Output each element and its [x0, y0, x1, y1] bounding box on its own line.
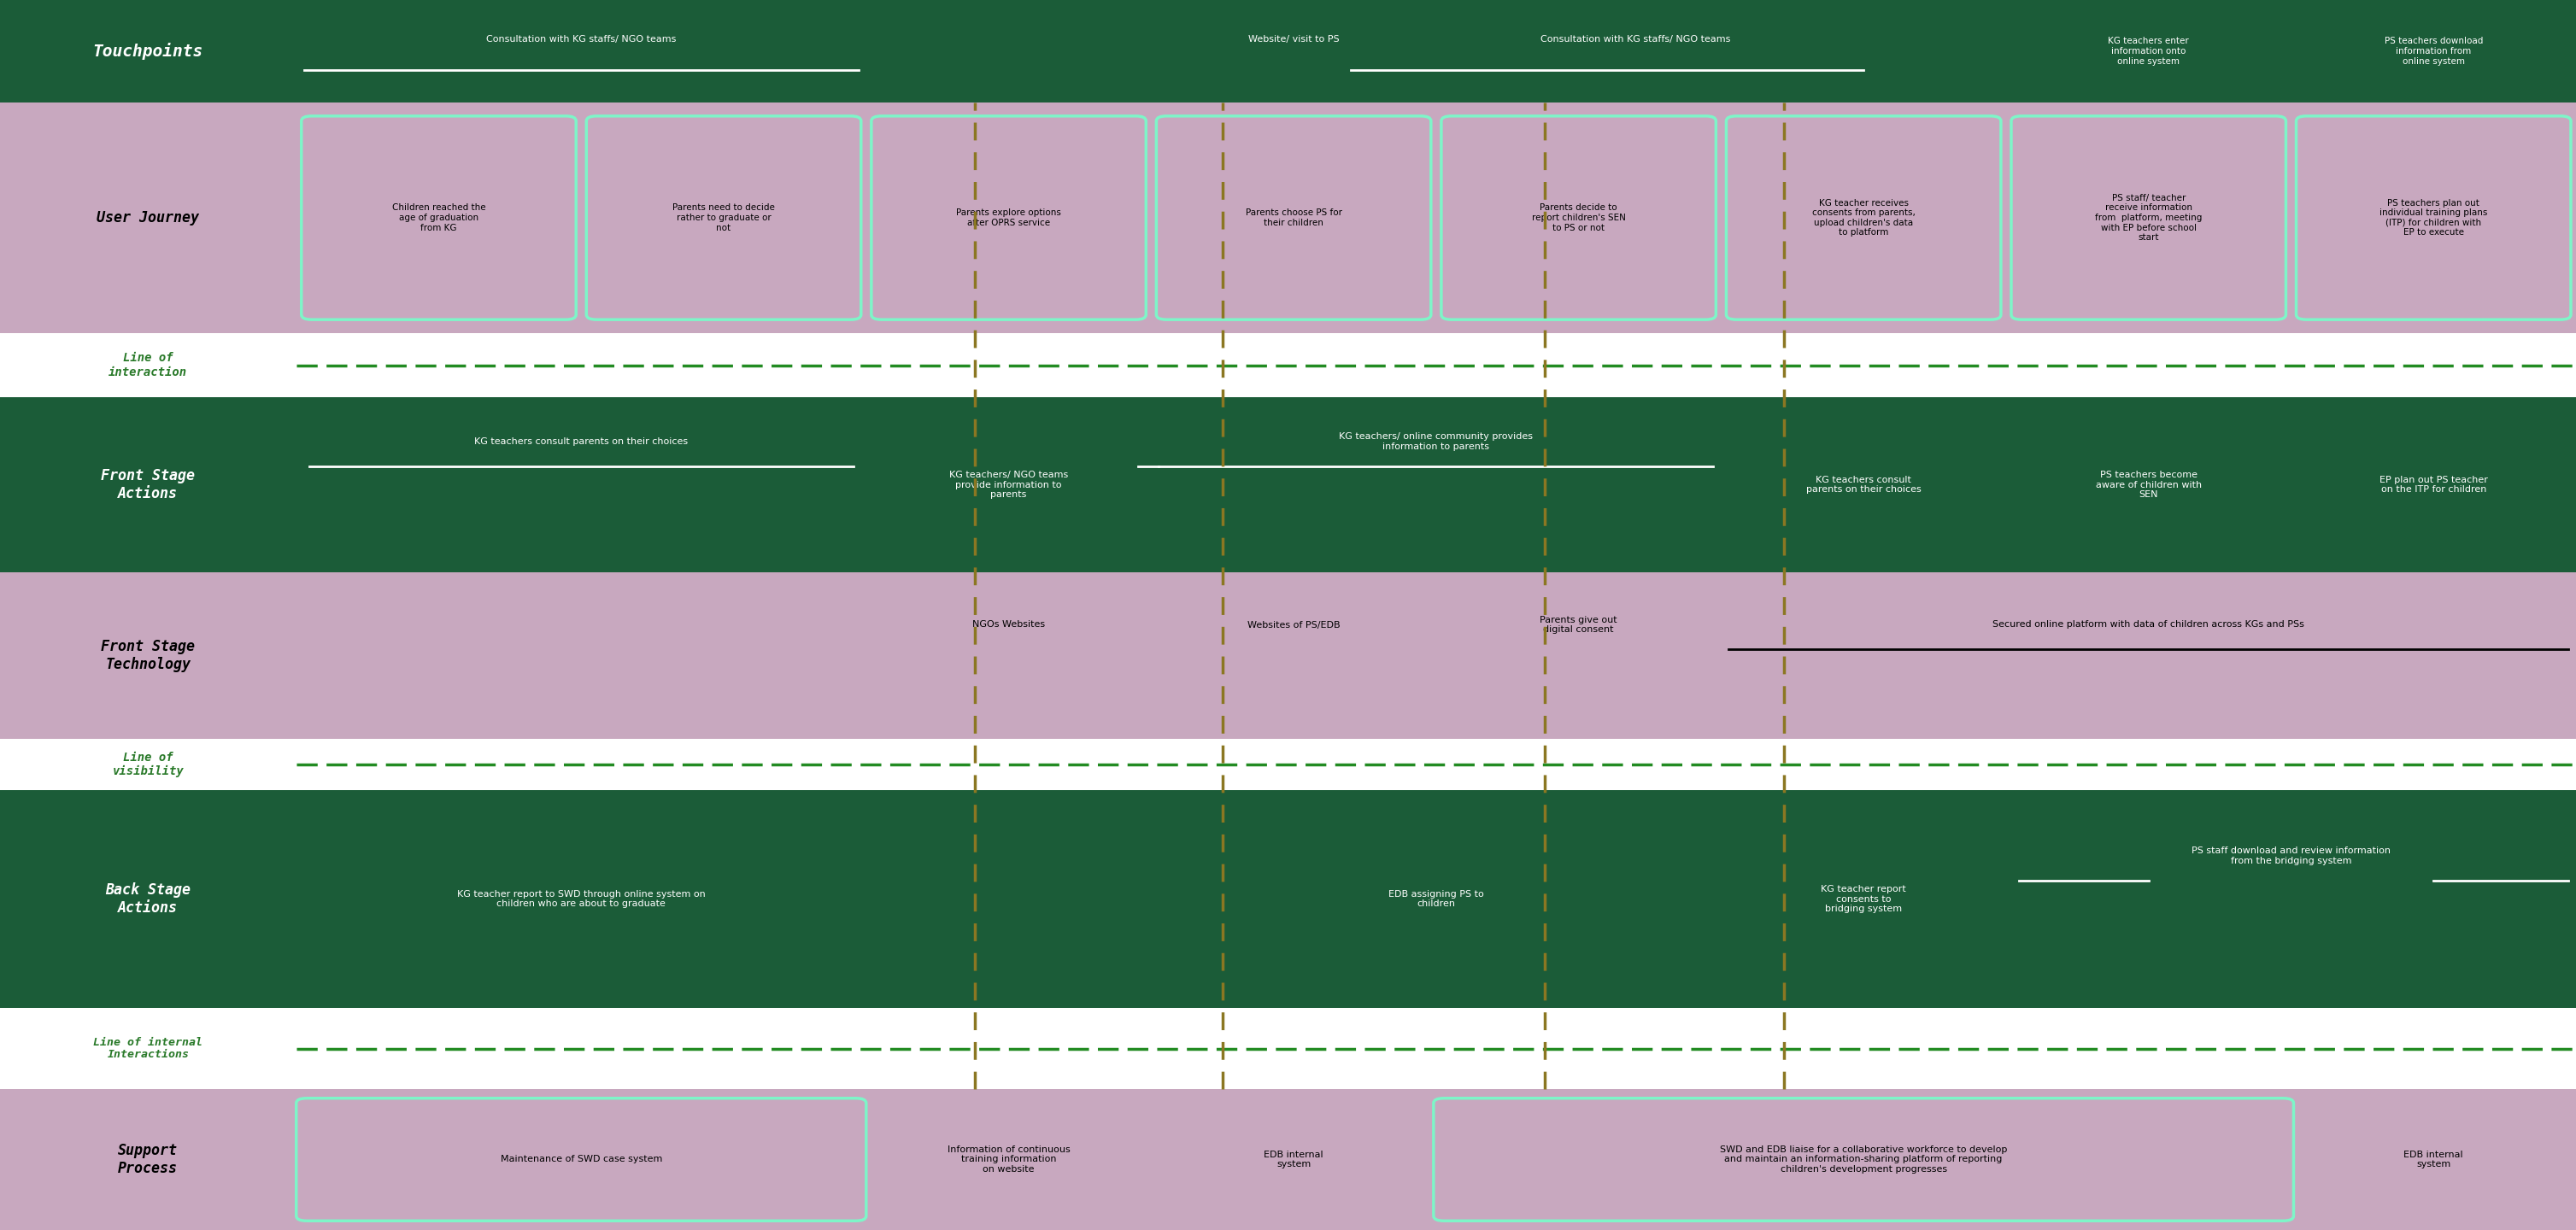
Text: Front Stage
Technology: Front Stage Technology — [100, 640, 196, 672]
Text: KG teacher receives
consents from parents,
upload children's data
to platform: KG teacher receives consents from parent… — [1811, 199, 1914, 237]
FancyBboxPatch shape — [1443, 116, 1716, 320]
Text: KG teachers consult parents on their choices: KG teachers consult parents on their cho… — [474, 438, 688, 446]
Text: Touchpoints: Touchpoints — [93, 43, 204, 60]
Text: Line of internal
Interactions: Line of internal Interactions — [93, 1037, 204, 1060]
FancyBboxPatch shape — [1157, 116, 1432, 320]
Text: Consultation with KG staffs/ NGO teams: Consultation with KG staffs/ NGO teams — [1540, 34, 1731, 43]
Text: Parents need to decide
rather to graduate or
not: Parents need to decide rather to graduat… — [672, 204, 775, 232]
Text: Parents explore options
after OPRS service: Parents explore options after OPRS servi… — [956, 209, 1061, 228]
Text: Support
Process: Support Process — [118, 1143, 178, 1176]
Text: KG teachers enter
information onto
online system: KG teachers enter information onto onlin… — [2107, 37, 2190, 65]
Text: PS staff download and review information
from the bridging system: PS staff download and review information… — [2192, 846, 2391, 865]
Text: KG teachers consult
parents on their choices: KG teachers consult parents on their cho… — [1806, 476, 1922, 494]
Text: Parents choose PS for
their children: Parents choose PS for their children — [1244, 209, 1342, 228]
FancyBboxPatch shape — [2295, 116, 2571, 320]
Text: KG teacher report to SWD through online system on
children who are about to grad: KG teacher report to SWD through online … — [456, 889, 706, 908]
FancyBboxPatch shape — [2012, 116, 2285, 320]
Text: Maintenance of SWD case system: Maintenance of SWD case system — [500, 1155, 662, 1164]
Bar — [0, 1007, 2576, 1089]
Text: PS teachers become
aware of children with
SEN: PS teachers become aware of children wit… — [2094, 471, 2202, 499]
Text: KG teachers/ NGO teams
provide information to
parents: KG teachers/ NGO teams provide informati… — [948, 471, 1069, 499]
Text: Information of continuous
training information
on website: Information of continuous training infor… — [948, 1145, 1069, 1173]
Bar — [0, 333, 2576, 397]
Text: Parents decide to
report children's SEN
to PS or not: Parents decide to report children's SEN … — [1533, 204, 1625, 232]
Text: Line of
interaction: Line of interaction — [108, 352, 188, 378]
Bar — [0, 572, 2576, 739]
FancyBboxPatch shape — [296, 1098, 866, 1221]
Text: EDB internal
system: EDB internal system — [1265, 1150, 1324, 1168]
Bar — [0, 1089, 2576, 1230]
Text: PS teachers plan out
individual training plans
(ITP) for children with
EP to exe: PS teachers plan out individual training… — [2380, 199, 2488, 237]
Bar — [0, 790, 2576, 1007]
FancyBboxPatch shape — [1432, 1098, 2293, 1221]
FancyBboxPatch shape — [871, 116, 1146, 320]
Text: EP plan out PS teacher
on the ITP for children: EP plan out PS teacher on the ITP for ch… — [2380, 476, 2488, 494]
Text: EDB assigning PS to
children: EDB assigning PS to children — [1388, 889, 1484, 908]
FancyBboxPatch shape — [587, 116, 860, 320]
Text: KG teachers/ online community provides
information to parents: KG teachers/ online community provides i… — [1340, 433, 1533, 451]
Text: Back Stage
Actions: Back Stage Actions — [106, 882, 191, 915]
Bar — [0, 739, 2576, 790]
Text: Consultation with KG staffs/ NGO teams: Consultation with KG staffs/ NGO teams — [487, 34, 677, 43]
Text: KG teacher report
consents to
bridging system: KG teacher report consents to bridging s… — [1821, 884, 1906, 913]
Text: SWD and EDB liaise for a collaborative workforce to develop
and maintain an info: SWD and EDB liaise for a collaborative w… — [1721, 1145, 2007, 1173]
Text: Websites of PS/EDB: Websites of PS/EDB — [1247, 621, 1340, 629]
Bar — [0, 0, 2576, 102]
Text: EDB internal
system: EDB internal system — [2403, 1150, 2463, 1168]
Text: Parents give out
digital consent: Parents give out digital consent — [1540, 615, 1618, 633]
Text: Website/ visit to PS: Website/ visit to PS — [1249, 34, 1340, 43]
Bar — [0, 397, 2576, 572]
Text: PS teachers download
information from
online system: PS teachers download information from on… — [2385, 37, 2483, 65]
Text: User Journey: User Journey — [98, 210, 198, 225]
Bar — [0, 102, 2576, 333]
Text: Children reached the
age of graduation
from KG: Children reached the age of graduation f… — [392, 204, 484, 232]
Text: Line of
visibility: Line of visibility — [113, 752, 183, 777]
Text: PS staff/ teacher
receive information
from  platform, meeting
with EP before sch: PS staff/ teacher receive information fr… — [2094, 193, 2202, 242]
Text: Front Stage
Actions: Front Stage Actions — [100, 469, 196, 502]
FancyBboxPatch shape — [301, 116, 577, 320]
FancyBboxPatch shape — [1726, 116, 2002, 320]
Text: Secured online platform with data of children across KGs and PSs: Secured online platform with data of chi… — [1994, 621, 2306, 629]
Text: NGOs Websites: NGOs Websites — [971, 621, 1046, 629]
